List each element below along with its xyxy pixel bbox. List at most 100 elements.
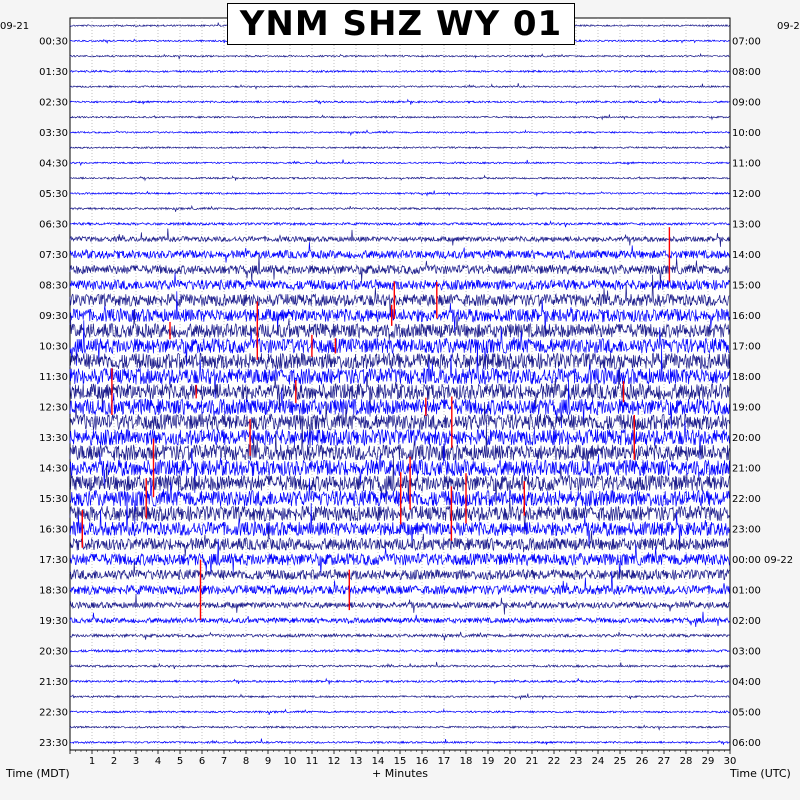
- trace-row: [69, 159, 730, 167]
- right-time-label: 12:00: [732, 189, 761, 200]
- trace-row: [69, 497, 730, 535]
- trace-row: [69, 420, 730, 460]
- x-tick-label: 23: [570, 756, 583, 767]
- left-axis-label: Time (MDT): [6, 767, 70, 780]
- trace-row: [69, 69, 730, 74]
- trace-row: [69, 272, 730, 292]
- trace-row: [69, 274, 730, 317]
- left-time-label: 13:30: [39, 433, 68, 444]
- x-tick-label: 22: [548, 756, 561, 767]
- x-tick-label: 4: [155, 756, 161, 767]
- trace-row: [69, 677, 730, 685]
- left-time-label: 19:30: [39, 616, 68, 627]
- right-time-label: 15:00: [732, 280, 761, 291]
- x-tick-label: 20: [504, 756, 517, 767]
- left-time-label: 02:30: [39, 97, 68, 108]
- x-tick-label: 18: [460, 756, 473, 767]
- right-time-label: 02:00: [732, 616, 761, 627]
- left-time-label: 09:30: [39, 311, 68, 322]
- right-time-label: 10:00: [732, 128, 761, 139]
- x-tick-label: 2: [111, 756, 117, 767]
- right-time-label: 11:00: [732, 158, 761, 169]
- trace-row: [69, 174, 730, 182]
- trace-row: [69, 352, 730, 371]
- left-time-label: 18:30: [39, 585, 68, 596]
- left-time-label: 10:30: [39, 341, 68, 352]
- trace-row: [69, 242, 730, 263]
- trace-row: [69, 631, 730, 641]
- x-tick-label: 8: [243, 756, 249, 767]
- x-tick-label: 11: [306, 756, 319, 767]
- trace-row: [69, 145, 730, 150]
- x-tick-label: 14: [372, 756, 385, 767]
- right-time-label: 18:00: [732, 372, 761, 383]
- trace-row: [69, 593, 730, 615]
- right-time-label: 19:00: [732, 402, 761, 413]
- chart-title: YNM SHZ WY 01: [227, 3, 575, 45]
- x-tick-label: 1: [89, 756, 95, 767]
- trace-row: [69, 129, 730, 137]
- x-tick-label: 7: [221, 756, 227, 767]
- trace-row: [69, 738, 730, 745]
- trace-row: [69, 562, 730, 581]
- time-label-layer: 00:30 01:30 02:30 03:30 04:30 05:30 06:30 07:30…: [39, 36, 793, 749]
- right-time-label: 13:00: [732, 219, 761, 230]
- trace-row: [69, 291, 730, 336]
- x-tick-label: 9: [265, 756, 271, 767]
- left-time-label: 20:30: [39, 646, 68, 657]
- trace-row: [69, 190, 730, 197]
- x-tick-label: 5: [177, 756, 183, 767]
- trace-row: [69, 418, 730, 474]
- trace-row: [69, 204, 730, 212]
- x-tick-label: 3: [133, 756, 139, 767]
- trace-row: [69, 477, 730, 525]
- left-time-label: 16:30: [39, 524, 68, 535]
- trace-row: [69, 499, 730, 551]
- right-time-label: 20:00: [732, 433, 761, 444]
- x-tick-label: 19: [482, 756, 495, 767]
- x-axis-label: + Minutes: [372, 767, 429, 780]
- right-time-label: 22:00: [732, 494, 761, 505]
- left-time-label: 01:30: [39, 67, 68, 78]
- trace-row: [69, 724, 730, 731]
- x-tick-label: 26: [636, 756, 649, 767]
- left-time-label: 14:30: [39, 463, 68, 474]
- right-time-label: 07:00: [732, 36, 761, 47]
- x-tick-label: 16: [416, 756, 429, 767]
- right-time-label: 04:00: [732, 677, 761, 688]
- trace-row: [69, 220, 730, 228]
- trace-row: [69, 367, 730, 417]
- left-time-label: 05:30: [39, 189, 68, 200]
- trace-row: [69, 708, 730, 715]
- trace-row: [69, 455, 730, 505]
- trace-row: [69, 648, 730, 654]
- right-time-label: 01:00: [732, 585, 761, 596]
- grid-layer: [91, 18, 709, 750]
- left-time-label: 00:30: [39, 36, 68, 47]
- left-time-label: 11:30: [39, 372, 68, 383]
- left-time-label: 06:30: [39, 219, 68, 230]
- trace-row: [69, 443, 730, 493]
- x-tick-layer: 1 2 3 4 5 6 7 8 9 10 11 12 13 14 15 16 17 18 19 20 21 22 23 24 2…: [69, 750, 737, 767]
- left-time-label: 15:30: [39, 494, 68, 505]
- x-tick-label: 21: [526, 756, 539, 767]
- x-tick-label: 12: [328, 756, 341, 767]
- x-tick-label: 13: [350, 756, 363, 767]
- right-time-label: 09:00: [732, 97, 761, 108]
- trace-row: [69, 525, 730, 557]
- trace-row: [69, 83, 730, 90]
- trace-row: [69, 693, 730, 701]
- left-time-label: 17:30: [39, 555, 68, 566]
- right-date-label: 09-2: [777, 21, 800, 32]
- trace-row: [69, 309, 730, 341]
- trace-row: [69, 320, 730, 371]
- right-time-label: 23:00: [732, 524, 761, 535]
- left-time-label: 07:30: [39, 250, 68, 261]
- x-tick-label: 30: [724, 756, 737, 767]
- right-time-label: 14:00: [732, 250, 761, 261]
- trace-row: [69, 114, 730, 121]
- trace-row: [69, 342, 730, 399]
- left-time-label: 22:30: [39, 707, 68, 718]
